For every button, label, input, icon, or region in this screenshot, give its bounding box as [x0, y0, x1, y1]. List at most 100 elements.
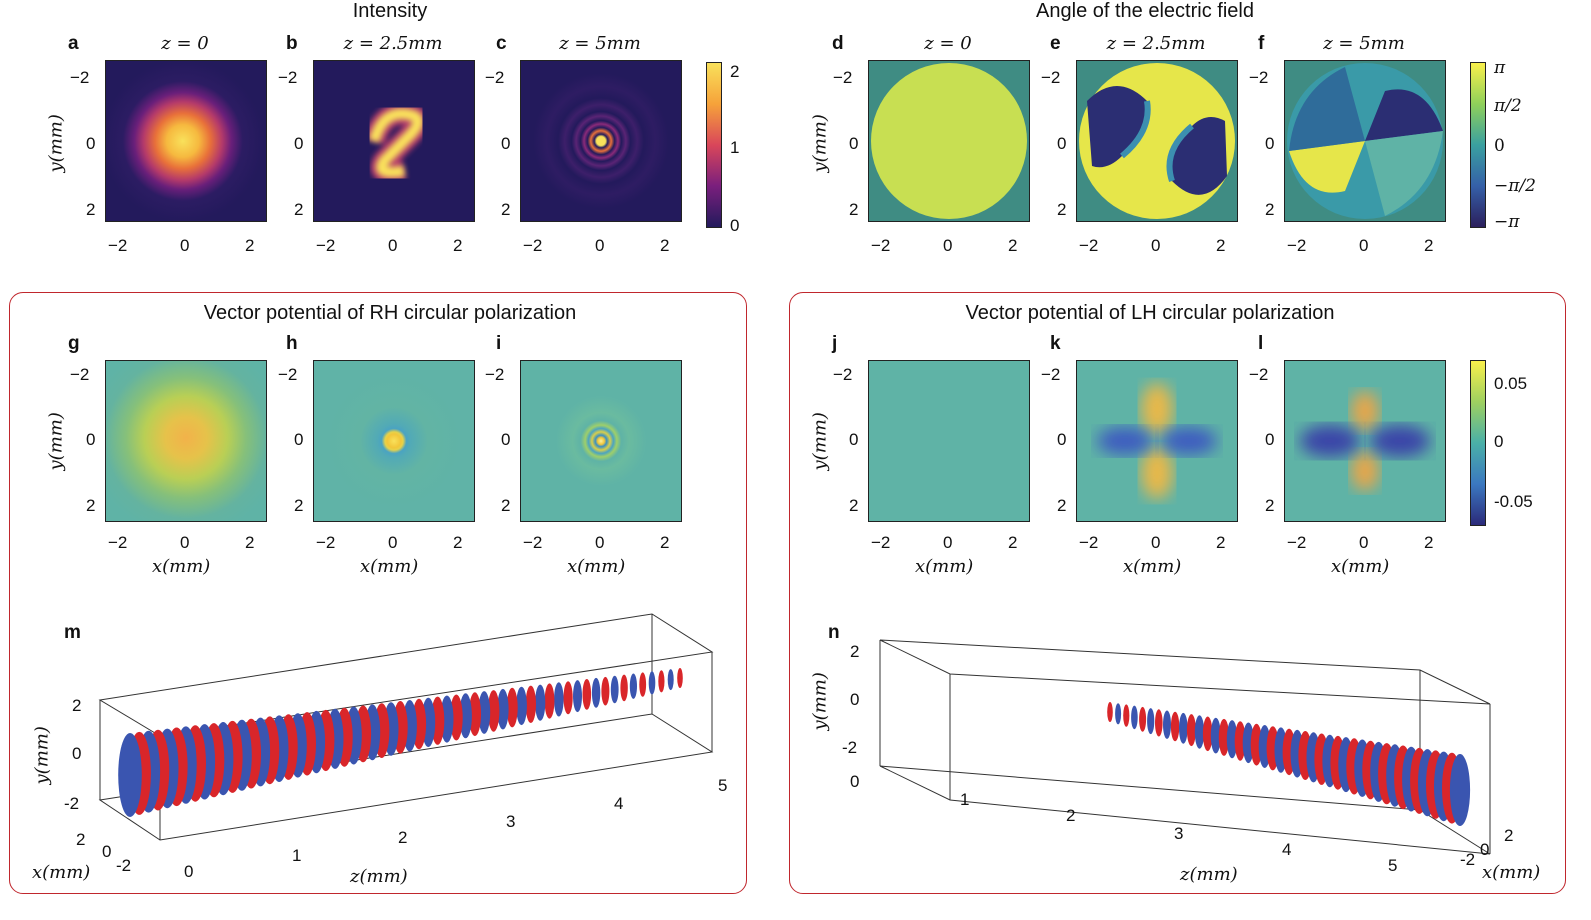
rh-helix-stripe: [487, 690, 500, 732]
angle-disk-spiral: [1287, 63, 1443, 219]
panel-label-e: e: [1050, 33, 1061, 54]
rh-helix-stripe: [118, 733, 142, 817]
xtick-h-neg2: −2: [316, 533, 336, 552]
m-ztick-2: 2: [398, 828, 408, 847]
xtick-b-0: 0: [388, 236, 398, 255]
vector-colorbar: [1470, 360, 1486, 526]
xtick-l-neg2: −2: [1287, 533, 1307, 552]
n-ztick-5: 5: [1388, 856, 1398, 875]
m-xtick-0: 0: [102, 842, 112, 861]
m-ztick-4: 4: [614, 794, 624, 813]
xtick-a-0: 0: [180, 236, 190, 255]
lh-helix-stripe: [1226, 720, 1238, 759]
xtick-b-2: 2: [453, 236, 463, 255]
rh-helix-stripe: [468, 692, 481, 737]
lh-helix-stripe: [1147, 708, 1155, 735]
m-ztick-0: 0: [184, 862, 194, 881]
rh-helix-stripe: [497, 688, 509, 730]
m-ytick-neg2: -2: [64, 794, 80, 813]
ytick-a-neg2: −2: [70, 68, 90, 87]
n-ztick-2: 2: [1066, 806, 1076, 825]
panel-label-n: n: [828, 622, 840, 643]
rh-helix-stripes: [118, 668, 683, 817]
panel-label-d: d: [832, 33, 844, 54]
rh-helix-stripe: [677, 668, 683, 688]
angle-cbar-tick-0: 0: [1494, 136, 1505, 156]
m-xtick-neg2: -2: [116, 856, 132, 875]
ytick-c-2: 2: [501, 200, 511, 219]
ytick-j-2: 2: [849, 496, 859, 515]
angle-cbar-tick-pi: π: [1494, 58, 1506, 78]
rh-helix-stripe: [478, 691, 491, 734]
ylabel-j: y(mm): [809, 412, 831, 471]
panel-label-j: j: [832, 333, 838, 354]
panel-label-a: a: [68, 33, 79, 54]
xlabel-g: x(mm): [152, 556, 211, 577]
panel-label-f: f: [1258, 33, 1265, 54]
xtick-a-neg2: −2: [108, 236, 128, 255]
angle-title: Angle of the electric field: [1036, 0, 1254, 22]
xtick-i-0: 0: [595, 533, 605, 552]
lh-helix-stripes: [1107, 702, 1471, 826]
rh-box-title: Vector potential of RH circular polariza…: [203, 302, 577, 324]
xtick-e-2: 2: [1216, 236, 1226, 255]
xtick-g-0: 0: [180, 533, 190, 552]
intensity-cbar-tick-0: 0: [730, 216, 740, 235]
rh-helix-stripe: [459, 693, 472, 739]
lh-helix-stripe: [1131, 705, 1138, 730]
n-ztick-1: 1: [960, 790, 970, 809]
ytick-d-2: 2: [849, 200, 859, 219]
lh-polarization-frame: [789, 292, 1566, 894]
panel-label-k: k: [1050, 333, 1061, 354]
helix-3d-lh: [879, 639, 1491, 855]
lh-helix-stripe: [1107, 702, 1113, 722]
ytick-h-neg2: −2: [278, 365, 298, 384]
rh-helix-stripe: [563, 681, 573, 715]
xtick-h-0: 0: [388, 533, 398, 552]
n-zlabel: z(mm): [1180, 864, 1238, 885]
ytick-d-neg2: −2: [833, 68, 853, 87]
vector-cbar-tick-neg: -0.05: [1494, 492, 1533, 511]
angle-cbar-tick-pi2: π/2: [1494, 96, 1522, 116]
ytick-d-0: 0: [849, 134, 859, 153]
ytick-j-0: 0: [849, 430, 859, 449]
rh-helix-stripe: [573, 680, 582, 713]
xlabel-j: x(mm): [915, 556, 974, 577]
rh-helix-stripe: [544, 683, 555, 719]
xtick-c-0: 0: [595, 236, 605, 255]
ytick-h-0: 0: [294, 430, 304, 449]
lh-helix-stripe: [1123, 704, 1130, 727]
m-ztick-3: 3: [506, 812, 516, 831]
angle-map-z0: [868, 60, 1030, 222]
lh-helix-stripe: [1139, 706, 1147, 732]
xtick-i-2: 2: [660, 533, 670, 552]
vector-cbar-tick-pos: 0.05: [1494, 374, 1528, 393]
xtick-c-neg2: −2: [523, 236, 543, 255]
ytick-a-0: 0: [86, 134, 96, 153]
ylabel-g: y(mm): [45, 412, 67, 471]
rh-helix-stripe: [506, 687, 518, 728]
xtick-j-2: 2: [1008, 533, 1018, 552]
xtick-l-2: 2: [1424, 533, 1434, 552]
ytick-f-0: 0: [1265, 134, 1275, 153]
panel-label-l: l: [1258, 333, 1264, 354]
angle-map-z5: [1284, 60, 1446, 222]
ylabel-d: y(mm): [809, 114, 831, 173]
xtick-a-2: 2: [245, 236, 255, 255]
rh-polarization-frame: [9, 292, 747, 894]
ytick-i-neg2: −2: [485, 365, 505, 384]
rh-helix-stripe: [610, 675, 619, 704]
xtick-k-2: 2: [1216, 533, 1226, 552]
xtick-i-neg2: −2: [523, 533, 543, 552]
lh-helix-stripe: [1170, 711, 1180, 742]
intensity-map-z0: [105, 60, 267, 222]
ytick-l-0: 0: [1265, 430, 1275, 449]
xtick-l-0: 0: [1359, 533, 1369, 552]
m-xlabel: x(mm): [32, 862, 91, 883]
angle-cbar-tick-negpi2: −π/2: [1494, 176, 1536, 196]
lh-helix-stripe: [1186, 714, 1196, 747]
ytick-e-neg2: −2: [1041, 68, 1061, 87]
xtick-d-neg2: −2: [871, 236, 891, 255]
xtick-g-neg2: −2: [108, 533, 128, 552]
lh-box-title: Vector potential of LH circular polariza…: [965, 302, 1335, 324]
